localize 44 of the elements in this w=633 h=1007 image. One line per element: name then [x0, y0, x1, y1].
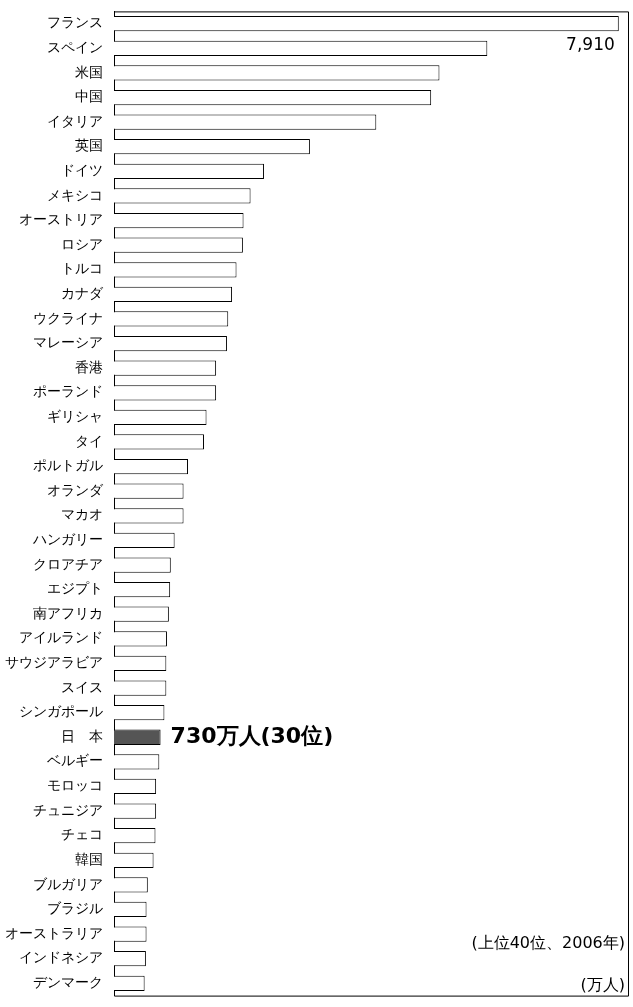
y-tick-label: 韓国	[75, 850, 103, 867]
y-tick-label: アイルランド	[19, 629, 103, 646]
y-tick-label: マレーシア	[33, 334, 103, 351]
y-tick-label: 中国	[75, 88, 103, 105]
y-tick-label: デンマーク	[33, 973, 103, 990]
y-tick-label: オーストリア	[19, 211, 103, 228]
y-tick-label: イタリア	[47, 112, 103, 129]
y-tick-label: スイス	[61, 678, 103, 695]
y-tick-label: 日 本	[61, 727, 103, 744]
y-tick-label: フランス	[47, 14, 103, 31]
y-tick-label: ギリシャ	[47, 408, 103, 425]
y-tick-label: チェコ	[61, 826, 103, 843]
y-tick-label: クロアチア	[33, 555, 103, 572]
y-tick-label: ドイツ	[61, 161, 103, 178]
y-tick-label: マカオ	[61, 506, 103, 523]
y-tick-label: ブルガリア	[33, 875, 103, 892]
y-tick-label: ハンガリー	[32, 531, 103, 548]
y-tick-label: ポーランド	[33, 383, 103, 400]
y-tick-label: ポルトガル	[33, 457, 103, 474]
y-tick-label: 英国	[75, 137, 103, 154]
data-label: 730万人(30位)	[170, 722, 334, 748]
y-tick-label: ブラジル	[47, 900, 103, 917]
y-tick-label: エジプト	[47, 580, 103, 597]
y-tick-label: チュニジア	[33, 801, 103, 818]
y-tick-label: メキシコ	[47, 186, 103, 203]
y-tick-label: モロッコ	[47, 777, 103, 794]
y-tick-label: インドネシア	[19, 949, 103, 966]
data-label: 7,910	[566, 34, 615, 55]
y-tick-label: 南アフリカ	[33, 604, 103, 621]
y-tick-label: 米国	[75, 63, 103, 80]
annotation: (上位40位、2006年)	[471, 932, 625, 952]
y-tick-label: スペイン	[47, 38, 103, 55]
y-tick-label: ウクライナ	[33, 309, 103, 326]
y-tick-label: オランダ	[47, 481, 104, 498]
y-tick-label: 香港	[75, 358, 103, 375]
y-tick-label: トルコ	[61, 260, 103, 277]
y-tick-label: サウジアラビア	[5, 654, 103, 671]
annotation: (万人)	[580, 974, 625, 994]
y-tick-label: ロシア	[61, 235, 103, 252]
y-tick-label: タイ	[75, 432, 103, 449]
y-tick-label: オーストラリア	[5, 924, 103, 941]
y-tick-label: シンガポール	[19, 703, 103, 720]
y-tick-label: ベルギー	[47, 752, 103, 769]
y-tick-label: カナダ	[61, 285, 104, 301]
